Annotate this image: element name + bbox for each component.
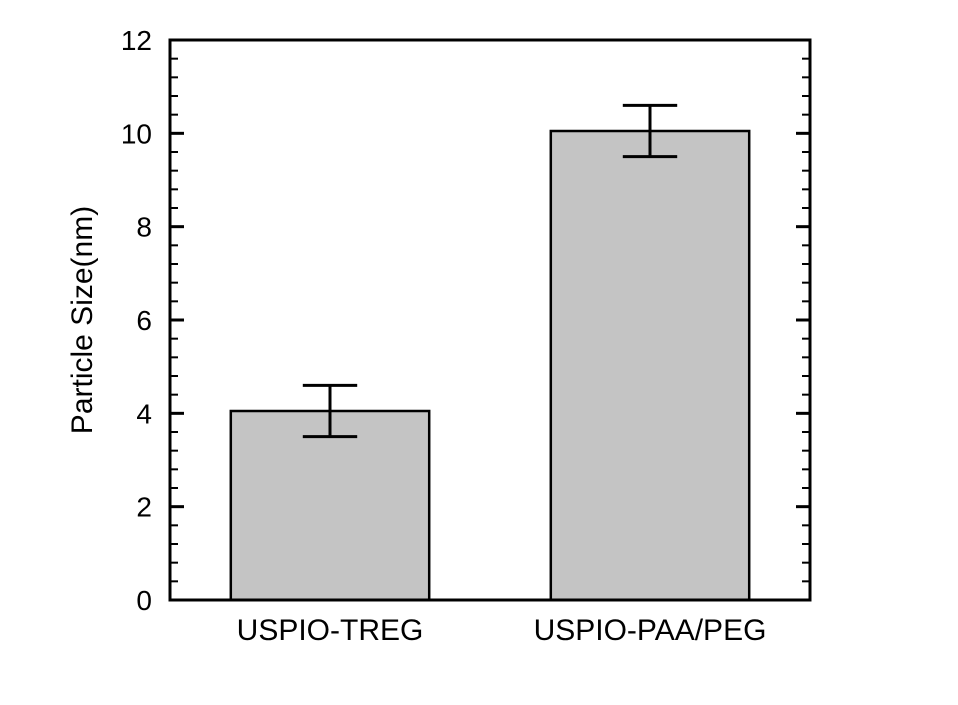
xlabel-0: USPIO-TREG — [237, 614, 424, 647]
ytick-label-2: 2 — [136, 492, 152, 523]
ytick-label-8: 8 — [136, 212, 152, 243]
ytick-label-4: 4 — [136, 398, 152, 429]
ytick-label-12: 12 — [121, 25, 152, 56]
y-axis-label: Particle Size(nm) — [66, 206, 99, 434]
ytick-label-6: 6 — [136, 305, 152, 336]
particle-size-chart: USPIO-TREG USPIO-PAA/PEG 0 2 4 6 8 10 12 Particle… — [0, 0, 958, 705]
bar-0 — [231, 411, 429, 600]
ytick-label-0: 0 — [136, 585, 152, 616]
chart-svg: USPIO-TREG USPIO-PAA/PEG 0 2 4 6 8 10 12 Particle… — [0, 0, 958, 705]
ytick-label-10: 10 — [121, 118, 152, 149]
bar-1 — [551, 131, 749, 600]
xlabel-1: USPIO-PAA/PEG — [534, 614, 767, 647]
